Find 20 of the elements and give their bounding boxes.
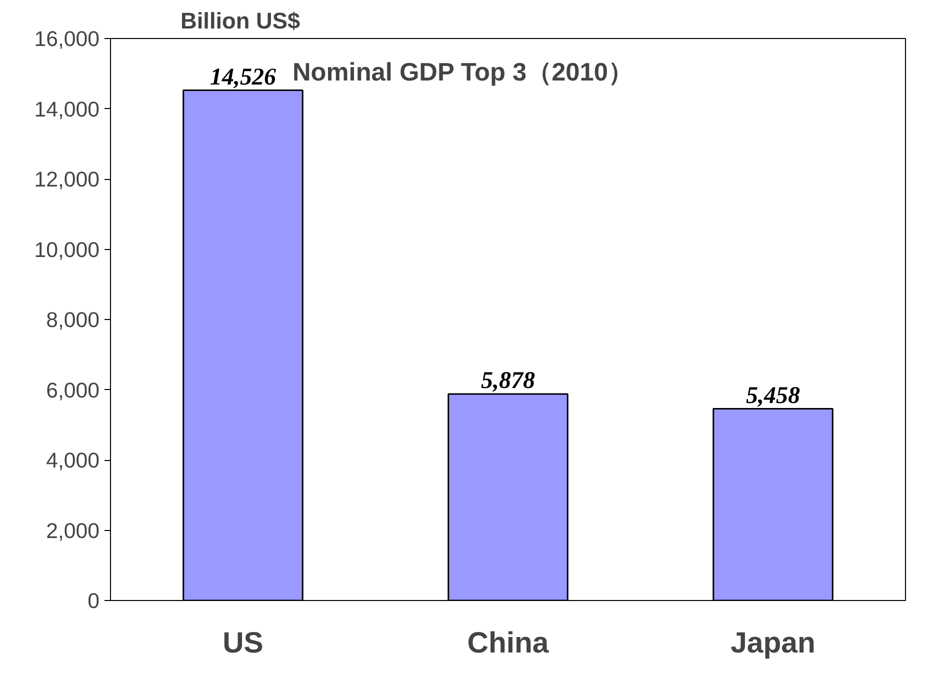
y-tick-label: 2,000 <box>46 518 100 543</box>
y-tick-label: 0 <box>88 589 100 613</box>
text: Nominal GDP Top 3（2010） <box>292 58 633 86</box>
y-axis-title: Billion US$ <box>180 8 300 34</box>
y-tick-label: 10,000 <box>34 238 100 262</box>
x-tick-label: US <box>222 626 264 660</box>
data-label: 14,526 <box>210 64 276 90</box>
y-tick-label: 6,000 <box>46 378 100 402</box>
data-label: 5,878 <box>481 368 535 394</box>
y-tick-label: 16,000 <box>34 27 100 51</box>
bar <box>448 393 568 600</box>
y-tick-label: 8,000 <box>46 308 100 332</box>
y-tick-label: 14,000 <box>34 97 100 122</box>
data-label: 5,458 <box>746 382 800 409</box>
bar <box>712 408 834 600</box>
x-tick-label: Japan <box>730 626 816 660</box>
bar <box>182 90 304 600</box>
y-tick-label: 4,000 <box>46 448 100 472</box>
y-tick-label: 12,000 <box>34 168 100 192</box>
x-tick-label: China <box>467 626 550 660</box>
